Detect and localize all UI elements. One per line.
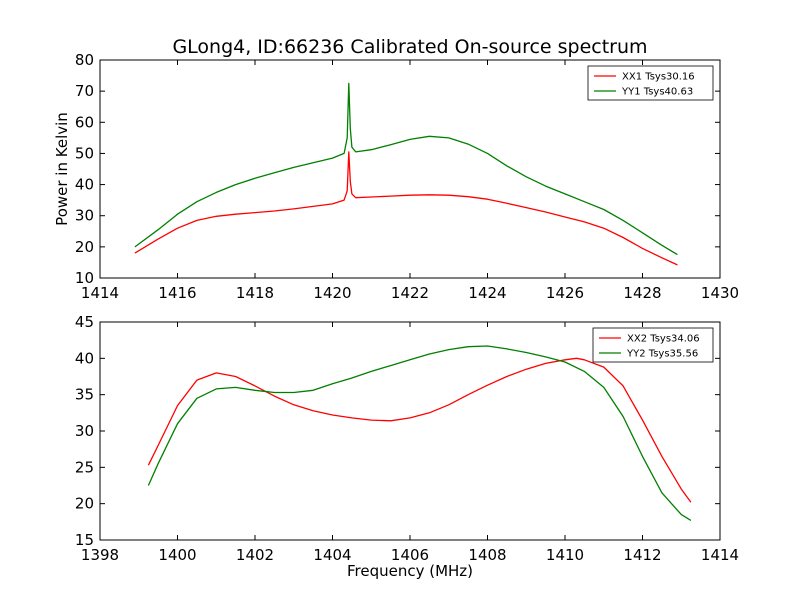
series-line-2-2	[147, 345, 692, 521]
legend-box	[592, 327, 714, 363]
y-tick-label: 30	[75, 422, 94, 440]
legend: XX1 Tsys30.16 YY1 Tsys40.63	[587, 65, 714, 101]
y-axis-label: Power in Kelvin	[53, 112, 71, 226]
x-tick-label: 1422	[391, 284, 429, 302]
legend: XX2 Tsys34.06 YY2 Tsys35.56	[592, 327, 714, 363]
y-tick-label: 25	[75, 458, 94, 476]
legend-label: XX1 Tsys30.16	[622, 72, 695, 83]
legend-box	[587, 65, 714, 101]
x-axis-label: Frequency (MHz)	[347, 562, 473, 580]
y-tick-label: 50	[75, 144, 94, 162]
y-tick-label: 10	[75, 269, 94, 287]
x-tick-label: 1408	[468, 546, 506, 564]
chart-title: GLong4, ID:66236 Calibrated On-source sp…	[172, 36, 647, 58]
x-tick-label: 1404	[313, 546, 351, 564]
y-tick-label: 15	[75, 531, 94, 549]
x-tick-label: 1418	[236, 284, 274, 302]
x-tick-label: 1402	[236, 546, 274, 564]
x-tick-label: 1412	[623, 546, 661, 564]
x-tick-label: 1428	[623, 284, 661, 302]
x-tick-label: 1416	[158, 284, 196, 302]
y-tick-label: 70	[75, 82, 94, 100]
y-tick-label: 80	[75, 51, 94, 69]
x-tick-label: 1406	[391, 546, 429, 564]
y-tick-label: 20	[75, 238, 94, 256]
x-tick-label: 1398	[81, 546, 119, 564]
legend-label: XX2 Tsys34.06	[627, 334, 700, 345]
y-tick-label: 20	[75, 495, 94, 513]
legend-label: YY1 Tsys40.63	[621, 87, 693, 98]
x-tick-label: 1410	[546, 546, 584, 564]
y-tick-label: 35	[75, 386, 94, 404]
legend-label: YY2 Tsys35.56	[626, 349, 698, 360]
x-tick-label: 1420	[313, 284, 351, 302]
bottom-subplot: 1398 1400 1402 1404 1406 1408 1410 1412 1414 15 20…	[75, 313, 739, 564]
y-tick-label: 45	[75, 313, 94, 331]
x-tick-label: 1400	[158, 546, 196, 564]
series-line-2-1	[147, 357, 692, 503]
x-tick-label: 1426	[546, 284, 584, 302]
y-tick-label: 40	[75, 176, 94, 194]
x-tick-label: 1430	[701, 284, 739, 302]
series-line-1-2	[134, 82, 678, 256]
y-tick-label: 60	[75, 113, 94, 131]
x-tick-label: 1414	[81, 284, 119, 302]
y-tick-label: 40	[75, 349, 94, 367]
series-line-1-1	[134, 151, 678, 266]
x-tick-label: 1414	[701, 546, 739, 564]
y-tick-label: 30	[75, 207, 94, 225]
x-tick-label: 1424	[468, 284, 506, 302]
top-subplot: 1414 1416 1418 1420 1422 1424 1426 1428 1430 10 20…	[75, 51, 739, 302]
